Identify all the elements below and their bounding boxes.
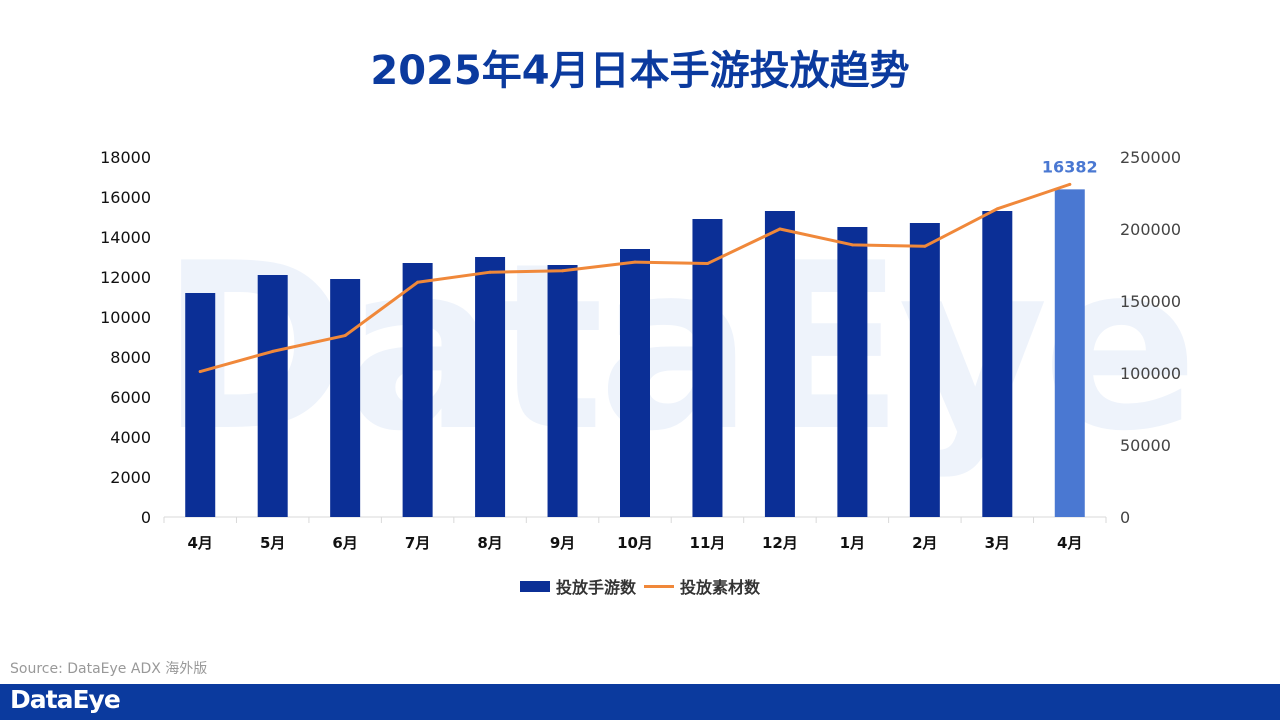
x-tick-label: 6月 bbox=[332, 534, 357, 552]
line-point bbox=[561, 269, 565, 273]
source-note: Source: DataEye ADX 海外版 bbox=[10, 661, 208, 677]
line-point bbox=[1068, 182, 1072, 186]
chart-title: 2025年4月日本手游投放趋势 bbox=[370, 48, 910, 94]
legend-label-line: 投放素材数 bbox=[680, 578, 761, 597]
x-tick-label: 1月 bbox=[840, 534, 865, 552]
x-tick-label: 11月 bbox=[690, 534, 726, 552]
line-point bbox=[705, 262, 709, 266]
y-right-tick-label: 50000 bbox=[1120, 436, 1171, 455]
line-point bbox=[416, 280, 420, 284]
y-left-tick-label: 18000 bbox=[100, 148, 151, 167]
y-left-tick-label: 0 bbox=[141, 508, 151, 527]
line-point bbox=[343, 334, 347, 338]
bar bbox=[909, 223, 940, 517]
y-right-tick-label: 250000 bbox=[1120, 148, 1181, 167]
bar bbox=[547, 265, 578, 517]
legend-swatch-line bbox=[644, 584, 674, 588]
y-left-tick-label: 8000 bbox=[110, 348, 151, 367]
bar bbox=[330, 279, 361, 517]
y-left-tick-label: 4000 bbox=[110, 428, 151, 447]
line-point bbox=[198, 370, 202, 374]
line-point bbox=[995, 207, 999, 211]
y-left-tick-label: 14000 bbox=[100, 228, 151, 247]
x-tick-label: 2月 bbox=[912, 534, 937, 552]
y-right-tick-label: 150000 bbox=[1120, 292, 1181, 311]
footer-bar: DataEye bbox=[0, 684, 1280, 720]
bar bbox=[837, 227, 868, 517]
line-point bbox=[488, 270, 492, 274]
x-tick-label: 5月 bbox=[260, 534, 285, 552]
y-right-tick-label: 100000 bbox=[1120, 364, 1181, 383]
bar bbox=[764, 211, 795, 517]
bar bbox=[1054, 189, 1085, 518]
y-left-tick-label: 2000 bbox=[110, 468, 151, 487]
bar bbox=[475, 257, 506, 517]
bar bbox=[982, 211, 1013, 517]
bar bbox=[257, 275, 288, 517]
x-tick-label: 4月 bbox=[188, 534, 213, 552]
legend: 投放手游数 投放素材数 bbox=[0, 574, 1280, 598]
y-right-tick-label: 0 bbox=[1120, 508, 1130, 527]
y-left-tick-label: 16000 bbox=[100, 188, 151, 207]
y-right-tick-label: 200000 bbox=[1120, 220, 1181, 239]
x-tick-label: 8月 bbox=[477, 534, 502, 552]
legend-swatch-bar bbox=[519, 580, 550, 592]
line-point bbox=[850, 243, 854, 247]
x-tick-label: 9月 bbox=[550, 534, 575, 552]
x-tick-label: 12月 bbox=[762, 534, 798, 552]
x-tick-label: 4月 bbox=[1057, 534, 1082, 552]
bar bbox=[692, 219, 723, 517]
bar bbox=[185, 293, 216, 517]
footer-logo: DataEye bbox=[10, 685, 121, 714]
line-point bbox=[633, 260, 637, 264]
y-left-tick-label: 6000 bbox=[110, 388, 151, 407]
data-label: 16382 bbox=[1042, 157, 1098, 176]
x-tick-label: 10月 bbox=[617, 534, 653, 552]
bar bbox=[620, 249, 650, 517]
legend-item-line[interactable]: 投放素材数 bbox=[644, 574, 760, 598]
legend-item-bar[interactable]: 投放手游数 bbox=[519, 574, 636, 598]
bar bbox=[402, 263, 433, 517]
x-tick-label: 3月 bbox=[985, 534, 1010, 552]
line-point bbox=[778, 227, 782, 231]
y-left-tick-label: 12000 bbox=[100, 268, 151, 287]
line-point bbox=[271, 349, 275, 353]
y-left-tick-label: 10000 bbox=[100, 308, 151, 327]
legend-label-bar: 投放手游数 bbox=[555, 578, 636, 597]
line-point bbox=[923, 244, 927, 248]
x-tick-label: 7月 bbox=[405, 534, 430, 552]
